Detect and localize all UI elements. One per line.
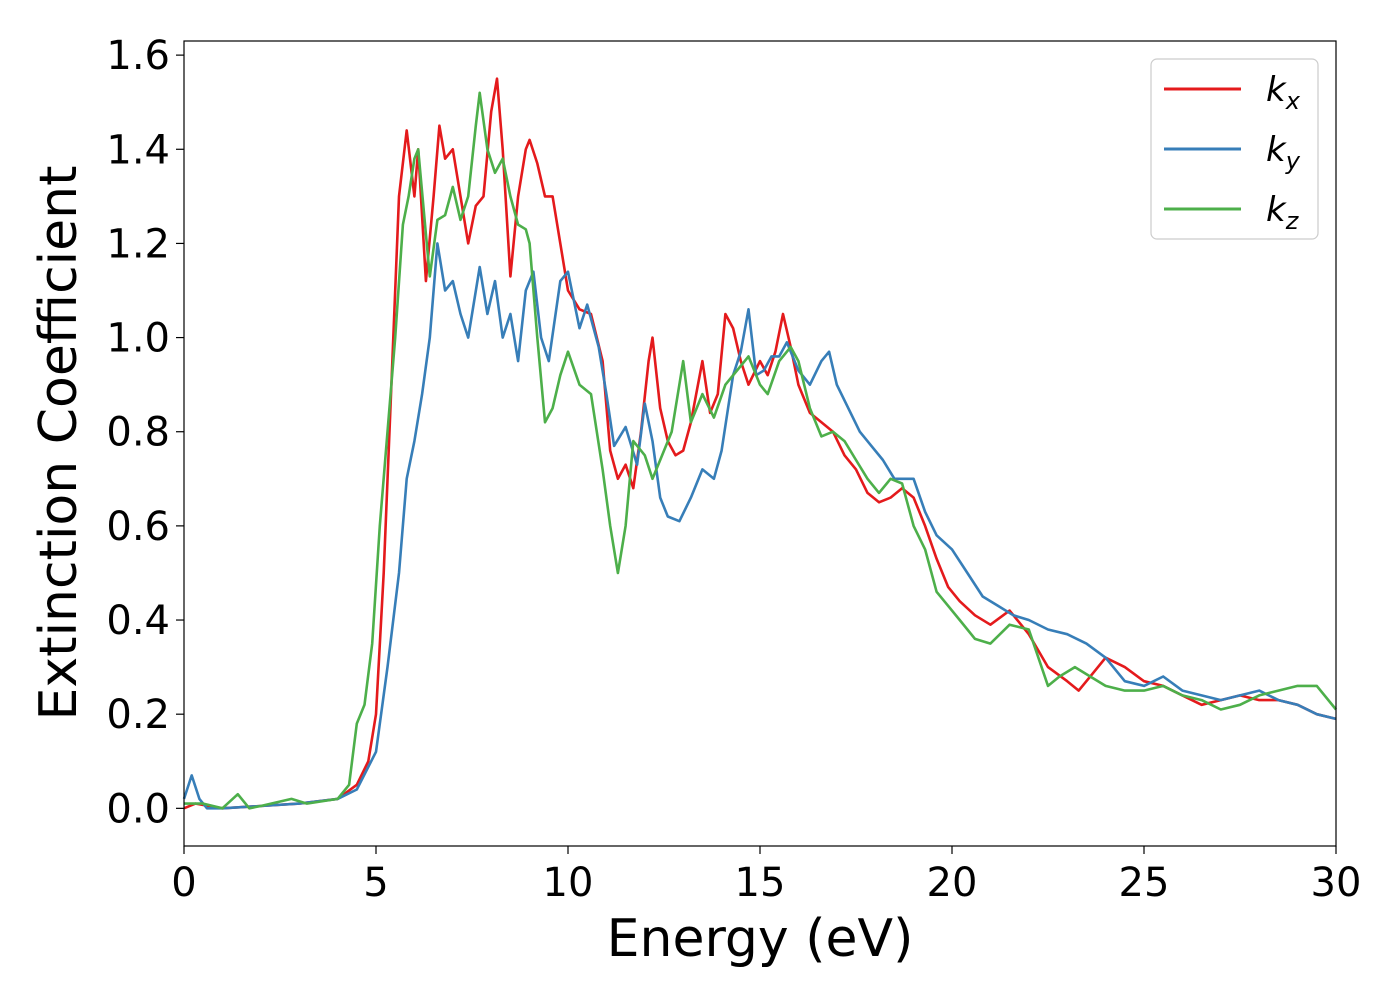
x-tick-label: 5 bbox=[363, 860, 388, 906]
y-tick-label: 1.0 bbox=[106, 316, 170, 362]
series-line-z bbox=[184, 91, 1338, 810]
x-axis-title: Energy (eV) bbox=[607, 909, 914, 969]
y-tick-label: 0.0 bbox=[106, 786, 170, 832]
series-line-y bbox=[182, 242, 1337, 810]
y-tick-label: 0.8 bbox=[106, 410, 170, 456]
legend: kx ky kz bbox=[1150, 58, 1319, 240]
series-line-x bbox=[183, 77, 1337, 810]
x-tick-label: 20 bbox=[927, 860, 978, 906]
x-tick-label: 15 bbox=[735, 860, 786, 906]
y-tick-label: 1.6 bbox=[106, 33, 170, 79]
y-tick-label: 0.4 bbox=[106, 598, 170, 644]
y-tick-label: 0.6 bbox=[106, 504, 170, 550]
x-tick-label: 30 bbox=[1311, 860, 1362, 906]
legend-label-y: ky bbox=[1266, 130, 1301, 175]
y-tick-label: 1.4 bbox=[106, 127, 170, 173]
x-tick-label: 25 bbox=[1119, 860, 1170, 906]
y-axis-title: Extinction Coefficient bbox=[29, 166, 89, 721]
y-tick-label: 0.2 bbox=[106, 692, 170, 738]
legend-label-z: kz bbox=[1266, 190, 1300, 235]
y-tick-label: 1.2 bbox=[106, 221, 170, 267]
y-axis: 0.0 0.2 0.4 0.6 0.8 1.0 1.2 1.4 1.6 bbox=[106, 33, 184, 832]
x-tick-label: 10 bbox=[543, 860, 594, 906]
x-axis: 0 5 10 15 20 25 30 bbox=[171, 846, 1361, 906]
legend-label-x: kx bbox=[1266, 70, 1301, 115]
plot-lines bbox=[182, 77, 1338, 810]
x-tick-label: 0 bbox=[171, 860, 196, 906]
